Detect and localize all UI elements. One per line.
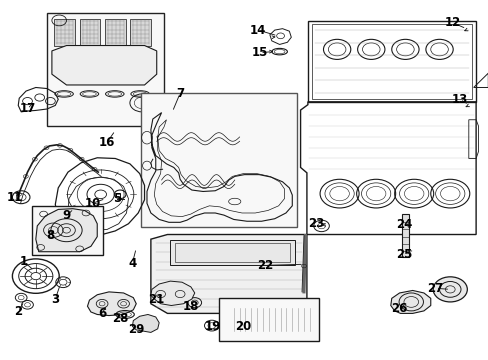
Bar xyxy=(307,21,475,102)
Text: 3: 3 xyxy=(51,293,59,306)
Bar xyxy=(80,19,100,45)
Bar xyxy=(32,206,103,255)
Text: 19: 19 xyxy=(204,320,221,333)
Polygon shape xyxy=(87,292,136,316)
Text: 14: 14 xyxy=(249,24,266,37)
Bar xyxy=(311,24,471,99)
Text: 28: 28 xyxy=(112,311,128,325)
Text: 23: 23 xyxy=(308,217,324,230)
Bar xyxy=(105,19,125,45)
Text: 13: 13 xyxy=(451,93,467,106)
Text: 12: 12 xyxy=(444,17,460,30)
Bar xyxy=(47,13,163,126)
Text: 27: 27 xyxy=(427,282,443,295)
Text: 1: 1 xyxy=(20,255,28,268)
Bar xyxy=(130,19,151,45)
Text: 26: 26 xyxy=(390,302,407,315)
Polygon shape xyxy=(151,281,194,306)
Text: 10: 10 xyxy=(84,197,101,210)
Bar xyxy=(175,243,289,262)
Circle shape xyxy=(432,277,467,302)
Text: 4: 4 xyxy=(128,257,136,270)
FancyBboxPatch shape xyxy=(222,301,316,338)
Text: 29: 29 xyxy=(128,323,144,336)
Text: 20: 20 xyxy=(235,320,251,333)
Polygon shape xyxy=(151,234,306,314)
Text: 9: 9 xyxy=(62,210,70,222)
Polygon shape xyxy=(52,45,157,85)
Bar xyxy=(141,93,297,227)
Polygon shape xyxy=(36,209,97,252)
Bar xyxy=(54,19,75,45)
Bar xyxy=(401,214,408,257)
Text: 22: 22 xyxy=(256,259,272,272)
Text: 11: 11 xyxy=(6,191,22,204)
Polygon shape xyxy=(390,291,430,314)
Text: 6: 6 xyxy=(98,307,106,320)
FancyBboxPatch shape xyxy=(227,305,310,334)
Bar xyxy=(219,298,319,341)
Text: 15: 15 xyxy=(251,46,268,59)
Polygon shape xyxy=(132,315,159,332)
Text: 25: 25 xyxy=(395,248,412,261)
Text: 2: 2 xyxy=(14,306,22,319)
Text: 7: 7 xyxy=(176,87,184,100)
Text: 5: 5 xyxy=(112,192,121,205)
Text: 17: 17 xyxy=(20,103,36,116)
Bar xyxy=(170,239,294,265)
Text: 21: 21 xyxy=(147,293,163,306)
Text: 24: 24 xyxy=(395,218,412,231)
Text: 16: 16 xyxy=(99,136,115,149)
Text: 8: 8 xyxy=(46,229,55,242)
Text: 18: 18 xyxy=(183,300,199,313)
